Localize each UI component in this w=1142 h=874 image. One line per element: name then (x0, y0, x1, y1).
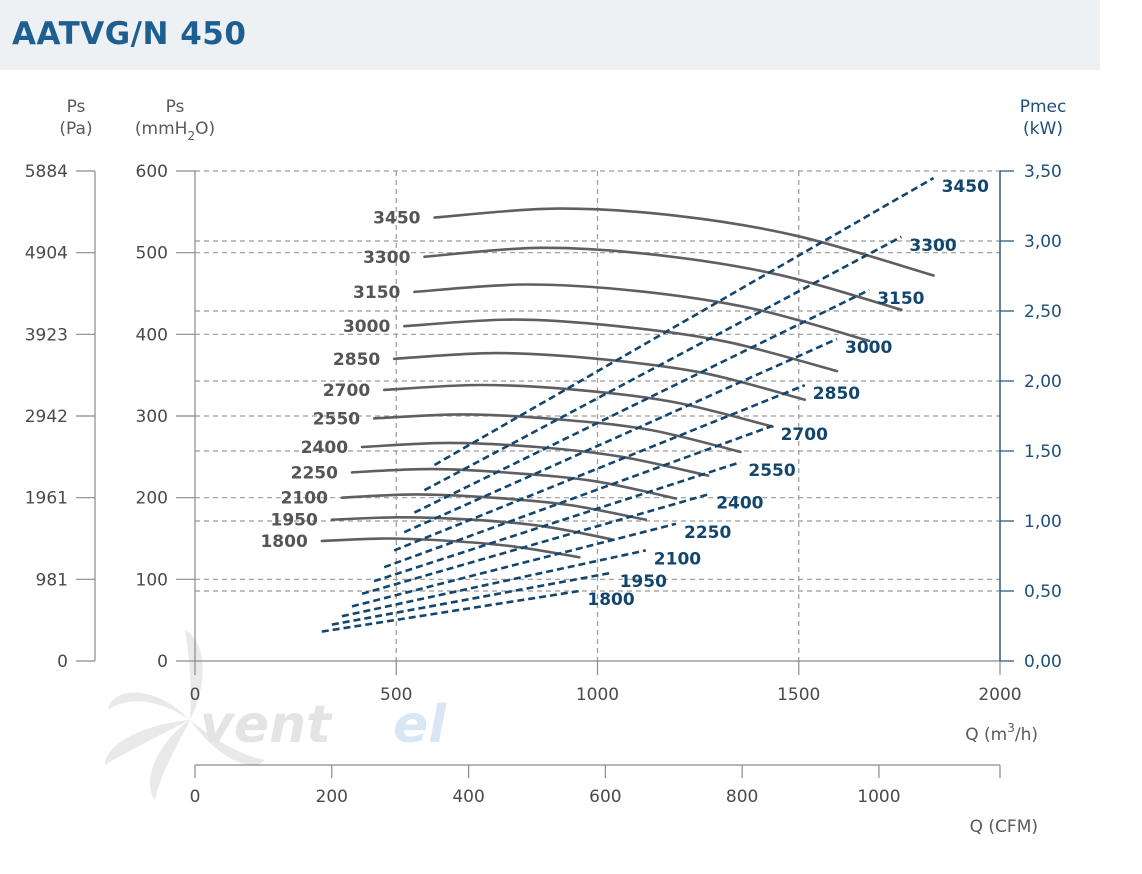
pressure-curve-label-3300: 3300 (363, 248, 410, 268)
power-curve-2850 (393, 383, 806, 552)
mm-tick-label: 400 (136, 325, 168, 345)
pa-tick-label: 4904 (25, 244, 68, 264)
page-title: AATVG/N 450 (12, 16, 247, 52)
power-curve-2700 (383, 424, 774, 569)
power-curve-3300 (423, 235, 902, 492)
power-curve-2250 (351, 522, 677, 608)
kw-tick-label: 1,00 (1024, 512, 1062, 532)
pressure-curve-label-3000: 3000 (343, 317, 390, 337)
pa-tick-label: 2942 (25, 407, 68, 427)
pressure-curve-1800 (320, 537, 581, 559)
pressure-curve-3300 (423, 246, 903, 312)
m3h-tick-label: 1500 (777, 685, 820, 705)
pa-tick-label: 1961 (25, 489, 68, 509)
power-curve-label-1950: 1950 (620, 572, 667, 592)
m3h-tick-label: 0 (190, 685, 201, 705)
pressure-curve-label-1800: 1800 (260, 532, 307, 552)
power-curve-1800 (321, 589, 580, 633)
pa-tick-label: 3923 (25, 325, 68, 345)
mm-tick-label: 600 (136, 162, 168, 182)
title-bar: AATVG/N 450 (0, 0, 1100, 70)
mm-axis-title: Ps (166, 97, 185, 117)
pa-tick-label: 981 (36, 570, 68, 590)
power-curve-label-3450: 3450 (942, 177, 989, 197)
logo-text-light: el (393, 695, 447, 755)
axes: 0 0 100 981 200 1961 300 2942 400 3923 500 4904 600 5… (25, 162, 1062, 807)
pa-tick-label: 5884 (25, 162, 68, 182)
mm-tick-label: 300 (136, 407, 168, 427)
pressure-curve-label-3450: 3450 (373, 209, 420, 229)
power-curve-label-3300: 3300 (909, 236, 956, 256)
power-curve-2100 (341, 549, 647, 618)
pressure-curve-label-1950: 1950 (271, 511, 318, 531)
m3h-tick-label: 1000 (576, 685, 619, 705)
cfm-tick-label: 800 (726, 787, 758, 807)
logo-text-dark: vent (200, 695, 333, 755)
pressure-curve-3450 (433, 207, 935, 277)
kw-axis-title: Pmec (1020, 97, 1067, 117)
kw-tick-label: 0,00 (1024, 652, 1062, 672)
kw-axis-unit: (kW) (1023, 119, 1063, 139)
power-curve-label-1800: 1800 (587, 590, 634, 610)
cfm-tick-label: 200 (316, 787, 348, 807)
kw-tick-label: 2,50 (1024, 302, 1062, 322)
pressure-curve-2400 (360, 441, 710, 477)
power-curve-2550 (373, 460, 741, 583)
pressure-curve-label-2100: 2100 (281, 489, 328, 509)
power-curve-label-2700: 2700 (781, 425, 828, 445)
pressure-curve-3150 (413, 283, 871, 343)
power-curve-3000 (403, 337, 838, 534)
pressure-curve-label-2700: 2700 (323, 381, 370, 401)
pa-axis-title: Ps (67, 97, 86, 117)
power-curve-label-2400: 2400 (716, 493, 763, 513)
pa-axis-unit: (Pa) (59, 119, 92, 139)
pa-tick-label: 0 (57, 652, 68, 672)
mm-tick-label: 200 (136, 489, 168, 509)
cfm-tick-label: 1000 (857, 787, 900, 807)
power-curve-3450 (433, 176, 935, 467)
power-curve-3150 (413, 288, 870, 514)
m3h-axis-title: Q (m3/h) (965, 721, 1038, 745)
pressure-curve-1950 (330, 515, 613, 541)
kw-tick-label: 1,50 (1024, 442, 1062, 462)
kw-tick-label: 3,50 (1024, 162, 1062, 182)
m3h-tick-label: 2000 (978, 685, 1021, 705)
power-curve-1950 (331, 571, 612, 626)
grid (195, 170, 1000, 661)
power-curve-label-2850: 2850 (813, 384, 860, 404)
m3h-tick-label: 500 (380, 685, 412, 705)
power-curve-label-2550: 2550 (748, 461, 795, 481)
power-curve-label-2100: 2100 (654, 549, 701, 569)
cfm-tick-label: 0 (190, 787, 201, 807)
pressure-curve-2700 (382, 383, 774, 428)
pressure-curve-2550 (372, 413, 742, 454)
pressure-curve-label-3150: 3150 (353, 283, 400, 303)
cfm-tick-label: 600 (589, 787, 621, 807)
power-curve-label-3000: 3000 (845, 338, 892, 358)
power-curves: 3450 3300 3150 3000 2850 2700 2550 2400 2250 2100… (321, 176, 989, 633)
pressure-curve-label-2400: 2400 (301, 438, 348, 458)
cfm-tick-label: 400 (452, 787, 484, 807)
mm-tick-label: 0 (157, 652, 168, 672)
pressure-curve-2250 (350, 467, 678, 500)
kw-tick-label: 3,00 (1024, 232, 1062, 252)
pressure-curves: 3450 3300 3150 3000 2850 2700 2550 2400 2250 2100… (260, 207, 935, 559)
ventel-logo: vent el (105, 630, 447, 800)
pressure-curve-2850 (392, 351, 807, 401)
mm-tick-label: 500 (136, 244, 168, 264)
pressure-curve-label-2250: 2250 (291, 463, 338, 483)
mm-axis-unit: (mmH2O) (135, 119, 215, 143)
kw-tick-label: 2,00 (1024, 372, 1062, 392)
pressure-curve-3000 (403, 318, 839, 373)
power-curve-label-3150: 3150 (877, 289, 924, 309)
cfm-axis-title: Q (CFM) (970, 817, 1038, 837)
power-curve-2400 (361, 493, 709, 596)
power-curve-label-2250: 2250 (684, 523, 731, 543)
pressure-curve-label-2850: 2850 (333, 350, 380, 370)
mm-tick-label: 100 (136, 570, 168, 590)
kw-tick-label: 0,50 (1024, 582, 1062, 602)
pressure-curve-label-2550: 2550 (313, 409, 360, 429)
